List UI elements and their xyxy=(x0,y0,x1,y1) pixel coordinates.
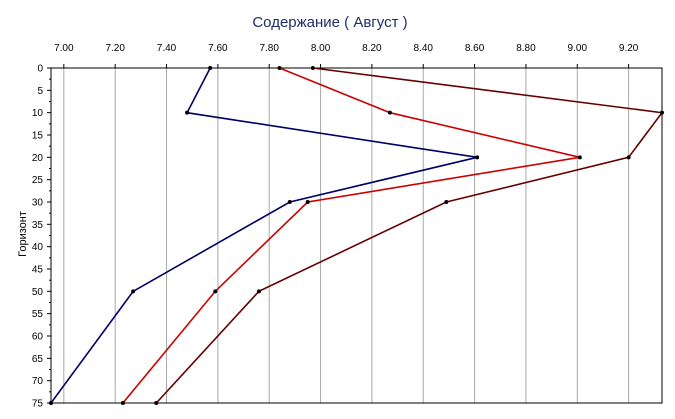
data-point xyxy=(310,66,315,70)
x-tick-label: 8.40 xyxy=(414,43,434,54)
x-tick-label: 7.60 xyxy=(208,43,228,54)
x-tick-label: 9.00 xyxy=(568,43,588,54)
y-tick-label: 30 xyxy=(32,198,44,209)
data-point xyxy=(626,155,631,160)
x-tick-label: 7.80 xyxy=(259,43,279,54)
x-tick-label: 8.20 xyxy=(362,43,382,54)
y-tick-label: 20 xyxy=(32,153,44,164)
y-tick-label: 45 xyxy=(32,265,44,276)
data-point xyxy=(131,289,136,294)
data-point xyxy=(277,66,282,70)
plot-frame xyxy=(50,67,663,404)
data-point xyxy=(577,155,582,160)
data-point xyxy=(185,110,190,115)
data-point xyxy=(387,110,392,115)
y-tick-label: 35 xyxy=(32,220,44,231)
y-tick-label: 0 xyxy=(37,64,43,75)
x-tick-label: 8.00 xyxy=(311,43,331,54)
axes: 7.00 7.20 7.40 7.60 7.80 8.00 8.20 8.40 8.60 8.80… xyxy=(32,43,663,410)
grid-lines xyxy=(63,68,630,403)
data-point xyxy=(475,155,480,160)
chart-title: Содержание ( Август ) xyxy=(252,14,407,31)
data-point xyxy=(213,289,218,294)
y-tick-label: 40 xyxy=(32,242,44,253)
series-lines xyxy=(50,67,664,404)
y-tick-label: 50 xyxy=(32,287,44,298)
data-point xyxy=(287,200,292,204)
x-tick-label: 8.80 xyxy=(516,43,536,54)
y-tick-label: 60 xyxy=(32,332,44,343)
y-tick-label: 70 xyxy=(32,376,44,387)
x-tick-label: 7.40 xyxy=(157,43,177,54)
y-tick-label: 15 xyxy=(32,131,44,142)
y-tick-label: 25 xyxy=(32,175,44,186)
x-tick-label: 8.60 xyxy=(465,43,485,54)
data-point xyxy=(256,289,261,294)
data-point xyxy=(120,401,125,405)
x-tick-label: 9.20 xyxy=(619,43,639,54)
y-axis-label: Горизонт xyxy=(17,211,29,257)
data-point xyxy=(208,66,213,70)
y-tick-label: 10 xyxy=(32,108,44,119)
data-point xyxy=(444,200,449,204)
y-tick-label: 5 xyxy=(37,86,43,97)
x-tick-label: 7.20 xyxy=(105,43,125,54)
series-line-2 xyxy=(122,67,580,404)
data-point xyxy=(49,401,53,405)
data-point xyxy=(660,110,664,115)
y-tick-label: 55 xyxy=(32,309,44,320)
series-line-3 xyxy=(155,67,664,404)
series-line-1 xyxy=(50,67,478,404)
x-tick-label: 7.00 xyxy=(54,43,74,54)
data-point xyxy=(305,200,310,204)
y-tick-label: 75 xyxy=(32,399,44,410)
data-points xyxy=(49,66,664,405)
y-tick-label: 65 xyxy=(32,354,44,365)
data-point xyxy=(154,401,159,405)
